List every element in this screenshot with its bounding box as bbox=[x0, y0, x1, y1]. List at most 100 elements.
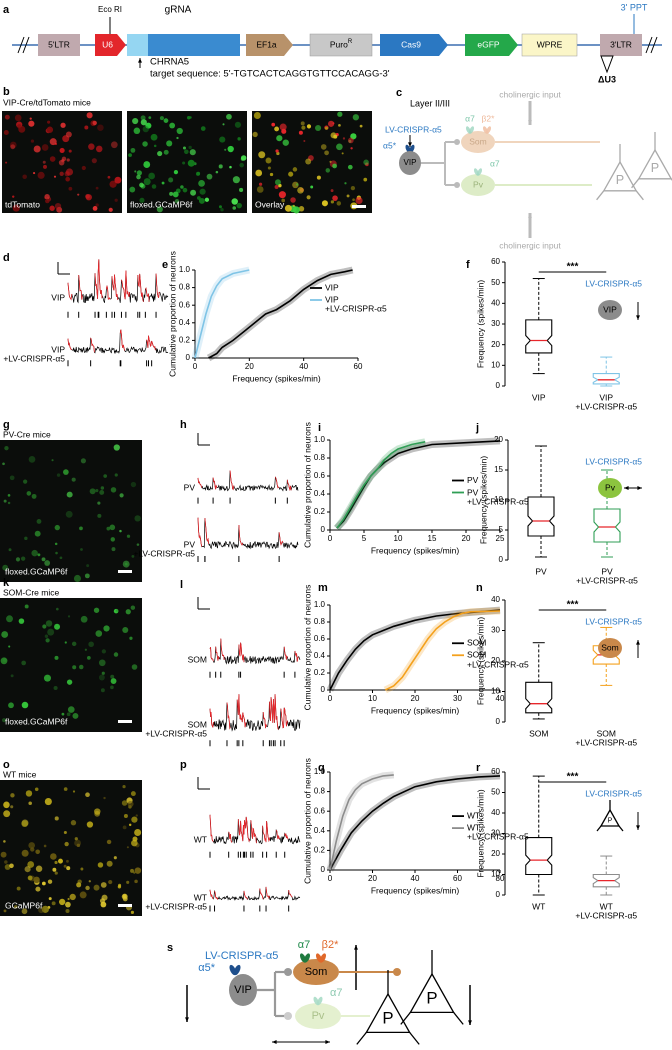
cell-body bbox=[133, 871, 136, 874]
cell-body bbox=[97, 862, 104, 868]
cell-body bbox=[332, 163, 338, 169]
cell-body bbox=[219, 136, 226, 143]
cell-body bbox=[153, 144, 157, 148]
cell-body bbox=[97, 124, 104, 131]
y-tick-label: 0.8 bbox=[314, 787, 326, 796]
cell-body bbox=[3, 801, 10, 809]
receptor bbox=[486, 126, 492, 134]
cell-body bbox=[92, 206, 98, 211]
cell-body bbox=[45, 638, 50, 643]
label: Layer II/III bbox=[410, 98, 450, 108]
cell-body bbox=[336, 143, 343, 151]
cell-body bbox=[301, 125, 306, 130]
cell-body bbox=[20, 556, 26, 561]
y-tick-label: 0.8 bbox=[314, 617, 326, 626]
cell-body bbox=[188, 145, 192, 150]
receptor bbox=[477, 168, 483, 176]
pyramidal-cell bbox=[637, 148, 672, 180]
dendrite bbox=[596, 190, 605, 201]
x-tick-label: 5 bbox=[362, 534, 367, 543]
y-tick-label: 0 bbox=[499, 555, 504, 564]
synapse bbox=[284, 1012, 292, 1020]
trace bbox=[197, 470, 299, 492]
pyramidal-cell bbox=[599, 808, 621, 827]
cell-body bbox=[227, 145, 234, 153]
cell-body bbox=[204, 197, 210, 202]
y-tick-label: 0 bbox=[321, 525, 326, 534]
cell-body bbox=[88, 641, 94, 648]
dendrite bbox=[409, 1031, 420, 1045]
trace-label: SOM +LV-CRISPR-α5 bbox=[145, 719, 207, 739]
cell-body bbox=[108, 880, 113, 885]
cell-body bbox=[199, 188, 206, 195]
cell-body bbox=[281, 198, 286, 203]
x-tick-label: 0 bbox=[328, 694, 333, 703]
cell-body bbox=[315, 124, 322, 132]
trace-label: PV +LV-CRISPR-α5 bbox=[133, 539, 195, 559]
cell-body bbox=[310, 185, 314, 189]
legend-label: WT bbox=[467, 810, 480, 820]
arrow-head bbox=[354, 945, 358, 950]
cell-body bbox=[43, 164, 47, 169]
inset-label: LV-CRISPR-α5 bbox=[585, 456, 642, 466]
x-axis-label: Frequency (spikes/min) bbox=[232, 373, 321, 383]
legend-label: VIP +LV-CRISPR-α5 bbox=[325, 294, 387, 314]
cell-body bbox=[84, 573, 90, 579]
cell-body bbox=[142, 141, 148, 147]
x-tick-label: VIP +LV-CRISPR-α5 bbox=[575, 392, 638, 412]
cell-body bbox=[134, 170, 137, 173]
cell-body bbox=[148, 116, 152, 120]
cell-body bbox=[84, 125, 89, 130]
cell-body bbox=[298, 130, 303, 135]
cell-body bbox=[54, 816, 59, 821]
cell-body bbox=[55, 551, 58, 555]
cell-body bbox=[240, 155, 247, 161]
label: α7 bbox=[330, 987, 342, 999]
cell-body bbox=[24, 536, 28, 541]
x-tick-label: 20 bbox=[368, 874, 377, 883]
dendrite bbox=[400, 1011, 411, 1025]
cell-body bbox=[63, 787, 68, 791]
label: WT mice bbox=[3, 769, 37, 779]
cell-body bbox=[126, 846, 129, 849]
cell-body bbox=[284, 204, 292, 212]
cell-body bbox=[30, 847, 35, 852]
cell-body bbox=[350, 147, 353, 150]
label: Pv bbox=[312, 1010, 325, 1022]
cell-body bbox=[4, 864, 11, 870]
cell-body bbox=[180, 185, 184, 189]
cell-body bbox=[176, 127, 183, 135]
cell-body bbox=[336, 201, 342, 206]
cell-body bbox=[184, 149, 189, 155]
y-tick-label: 30 bbox=[491, 319, 500, 328]
cell-body bbox=[95, 203, 99, 207]
cell-body bbox=[111, 547, 116, 552]
cell-body bbox=[34, 787, 39, 792]
cell-body bbox=[12, 195, 15, 198]
cell-body bbox=[98, 659, 106, 667]
cell-body bbox=[129, 186, 136, 193]
label: PuroR bbox=[330, 39, 353, 50]
arrow-head bbox=[636, 315, 640, 320]
cell-body bbox=[169, 191, 174, 196]
cell-body bbox=[341, 152, 344, 155]
cell-body bbox=[136, 543, 140, 546]
cell-body bbox=[126, 880, 130, 884]
cell-body bbox=[163, 149, 169, 155]
cell-body bbox=[61, 712, 65, 716]
cell-body bbox=[198, 179, 205, 187]
legend-label: PV bbox=[467, 475, 479, 485]
cell-body bbox=[114, 198, 118, 202]
cell-body bbox=[237, 137, 241, 141]
cell-body bbox=[140, 115, 146, 121]
label: WPRE bbox=[537, 39, 563, 49]
trace-event bbox=[209, 694, 288, 730]
cell-body bbox=[117, 885, 122, 889]
cell-body bbox=[338, 123, 341, 127]
y-tick-label: 10 bbox=[491, 870, 500, 879]
scale-bar bbox=[352, 205, 366, 208]
cell-body bbox=[324, 126, 329, 130]
label: eGFP bbox=[477, 39, 500, 49]
cell-body bbox=[23, 479, 28, 484]
